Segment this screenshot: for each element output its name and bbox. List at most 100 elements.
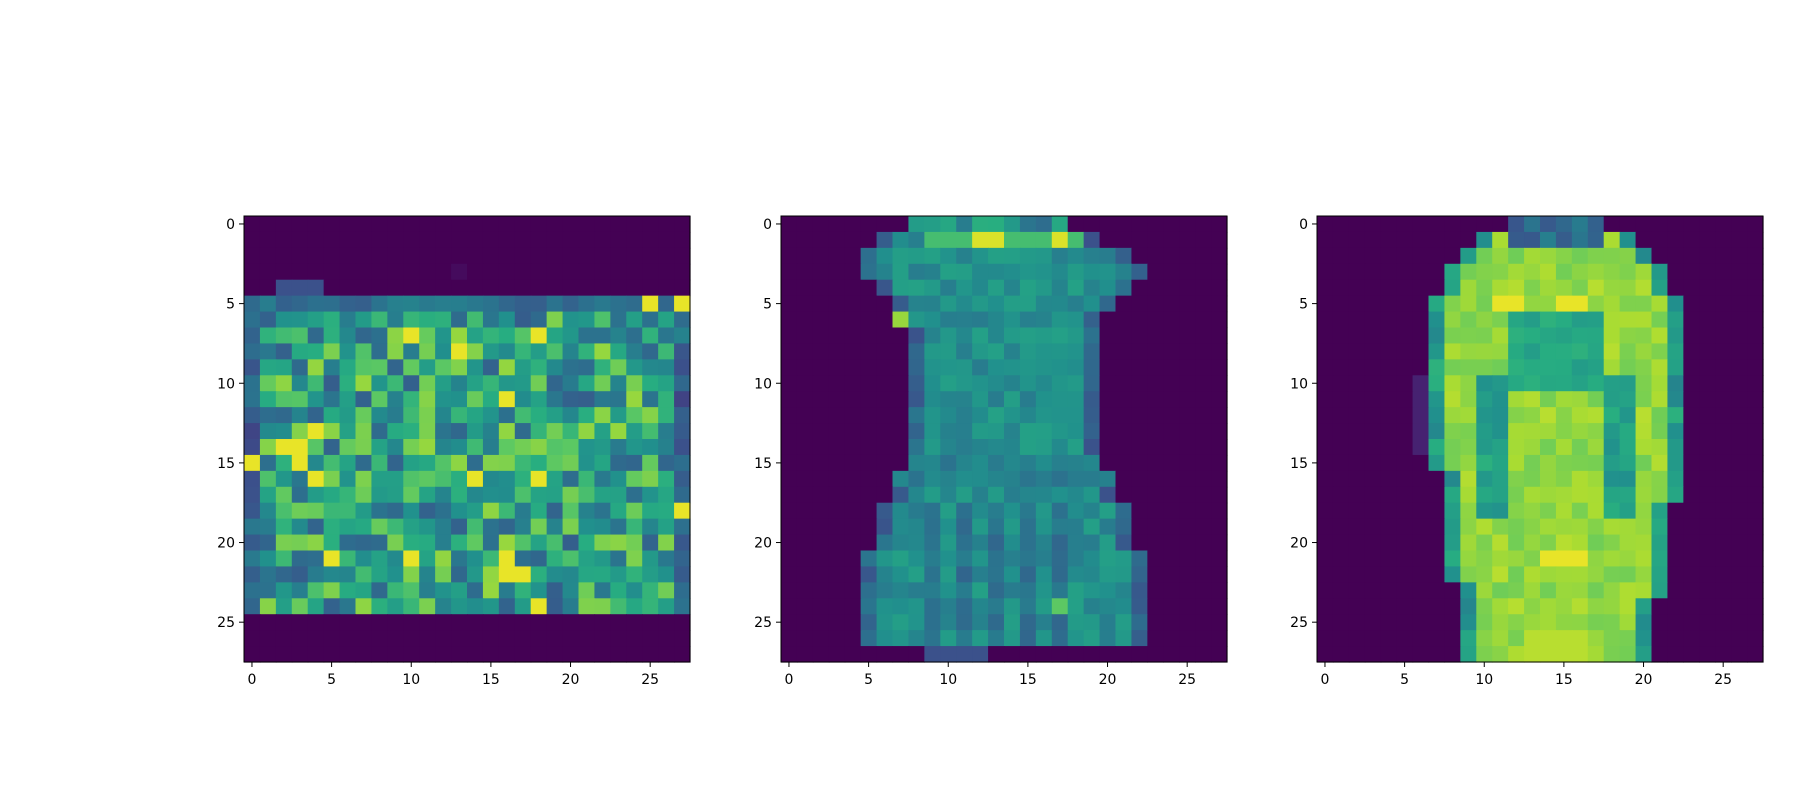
heatmap-cell [658, 566, 675, 583]
heatmap-cell [514, 216, 532, 233]
heatmap-cell [1667, 311, 1684, 329]
heatmap-cell [1019, 630, 1037, 647]
heatmap-cell [307, 231, 325, 249]
heatmap-cell [626, 439, 643, 456]
heatmap-cell [1051, 279, 1069, 297]
heatmap-cell [796, 646, 814, 663]
heatmap-cell [530, 518, 548, 536]
heatmap-cell [924, 327, 941, 345]
heatmap-cell [1380, 216, 1398, 233]
heatmap-cell [1396, 454, 1414, 472]
heatmap-cell [1699, 359, 1716, 376]
heatmap-cell [1179, 582, 1196, 599]
heatmap-cell [1635, 263, 1653, 281]
heatmap-cell [828, 646, 846, 663]
heatmap-cell [1412, 550, 1430, 568]
heatmap-cell [1683, 598, 1700, 615]
heatmap-cell [1476, 550, 1493, 568]
heatmap-cell [387, 470, 404, 488]
heatmap-cell [1163, 439, 1180, 456]
heatmap-cell [339, 566, 357, 583]
heatmap-cell [1179, 216, 1196, 233]
heatmap-cell [860, 598, 878, 615]
heatmap-cell [972, 279, 989, 297]
heatmap-cell [1619, 534, 1637, 552]
heatmap-cell [1147, 534, 1164, 552]
heatmap-cell [594, 295, 611, 313]
heatmap-cell [403, 327, 420, 345]
heatmap-cell [387, 407, 404, 424]
heatmap-cell [1147, 263, 1164, 281]
heatmap-cell [419, 231, 436, 249]
heatmap-cell [1067, 534, 1085, 552]
heatmap-cell [908, 439, 925, 456]
heatmap-cell [1460, 486, 1477, 504]
heatmap-cell [1364, 582, 1382, 599]
heatmap-cell [1476, 327, 1493, 345]
heatmap-cell [530, 263, 548, 281]
heatmap-cell [1476, 311, 1493, 329]
heatmap-cell [1508, 502, 1525, 520]
heatmap-cell [642, 518, 659, 536]
heatmap-cell [1715, 359, 1732, 376]
heatmap-cell [1364, 439, 1382, 456]
heatmap-cell [1195, 231, 1212, 249]
heatmap-cell [1492, 407, 1509, 424]
heatmap-cell [908, 518, 925, 536]
heatmap-cell [482, 470, 500, 488]
heatmap-cell [940, 295, 957, 313]
heatmap-cell [1147, 279, 1164, 297]
heatmap-cell [482, 247, 500, 265]
heatmap-cell [1460, 216, 1477, 233]
heatmap-cell [562, 263, 580, 281]
heatmap-cell [467, 630, 484, 647]
heatmap-cell [812, 598, 830, 615]
heatmap-cell [1317, 582, 1334, 599]
heatmap-cell [1380, 470, 1398, 488]
y-tick-label: 10 [1290, 376, 1308, 392]
heatmap-cell [1211, 263, 1228, 281]
heatmap-cell [1476, 423, 1493, 440]
heatmap-cell [812, 247, 830, 265]
heatmap-cell [844, 550, 862, 568]
heatmap-cell [1412, 534, 1430, 552]
heatmap-cell [1380, 439, 1398, 456]
heatmap-cell [1683, 454, 1700, 472]
heatmap-cell [1067, 391, 1085, 408]
heatmap-cell [658, 295, 675, 313]
heatmap-cell [578, 359, 596, 376]
heatmap-cell [1364, 407, 1382, 424]
heatmap-cell [1348, 454, 1366, 472]
heatmap-cell [1115, 598, 1133, 615]
heatmap-cell [1179, 359, 1196, 376]
heatmap-cell [467, 550, 484, 568]
heatmap-cell [1163, 231, 1180, 249]
heatmap-cell [1603, 582, 1621, 599]
heatmap-cell [1540, 343, 1557, 360]
heatmap-cell [642, 327, 659, 345]
heatmap-cell [940, 327, 957, 345]
heatmap-cell [610, 518, 627, 536]
heatmap-cell [562, 391, 580, 408]
heatmap-cell [259, 470, 277, 488]
heatmap-cell [796, 375, 814, 392]
heatmap-cell [259, 247, 277, 265]
heatmap-cell [1115, 630, 1133, 647]
heatmap-cell [940, 582, 957, 599]
heatmap-cell [1348, 502, 1366, 520]
heatmap-cell [1051, 470, 1069, 488]
heatmap-cell [467, 407, 484, 424]
heatmap-cell [435, 470, 452, 488]
heatmap-cell [1179, 407, 1196, 424]
heatmap-cell [1332, 518, 1350, 536]
heatmap-cell [1555, 550, 1573, 568]
heatmap-cell [419, 375, 436, 392]
x-tick-label: 5 [864, 672, 873, 688]
heatmap-cell [1428, 231, 1446, 249]
heatmap-cell [451, 630, 468, 647]
heatmap-cell [1571, 359, 1589, 376]
heatmap-cell [956, 311, 973, 329]
heatmap-cell [1571, 614, 1589, 631]
heatmap-cell [972, 502, 989, 520]
heatmap-cell [1195, 407, 1212, 424]
